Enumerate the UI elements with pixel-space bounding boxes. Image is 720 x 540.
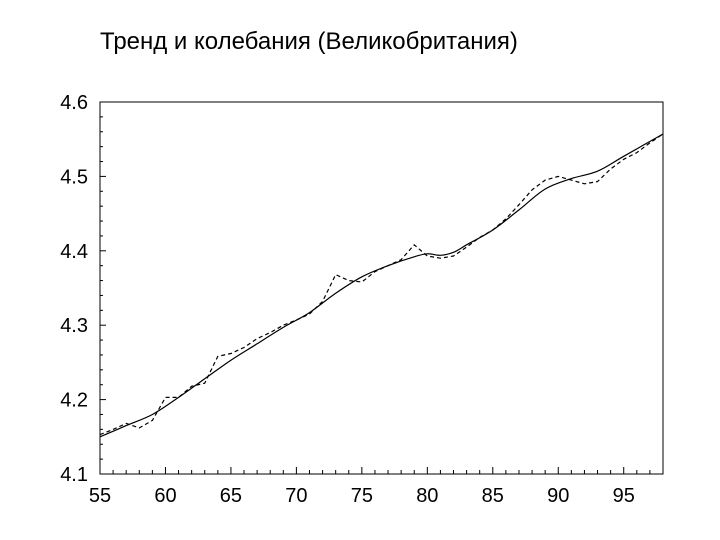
plot-frame: [99, 101, 664, 475]
y-tick-label: 4.3: [60, 315, 88, 337]
y-tick-label: 4.5: [60, 166, 88, 188]
x-tick-label: 65: [220, 485, 242, 507]
x-tick-label: 85: [482, 485, 504, 507]
series-layer: [99, 133, 664, 438]
x-axis: 55 60 65 70 75 80 85 90 95: [89, 467, 664, 507]
x-tick-label: 70: [285, 485, 307, 507]
solid-trend-line: [99, 133, 664, 438]
x-tick-label: 95: [613, 485, 635, 507]
x-tick-label: 75: [351, 485, 373, 507]
y-tick-label: 4.2: [60, 390, 88, 412]
x-tick-label: 90: [547, 485, 569, 507]
x-tick-label: 55: [89, 485, 111, 507]
y-tick-label: 4.1: [60, 464, 88, 486]
y-tick-label: 4.4: [60, 241, 88, 263]
chart-title: Тренд и колебания (Великобритания): [100, 28, 518, 55]
dashed-series-line: [99, 133, 664, 436]
x-tick-label: 80: [416, 485, 438, 507]
x-tick-label: 60: [154, 485, 176, 507]
y-axis: 4.1 4.2 4.3 4.4 4.5 4.6: [60, 92, 106, 486]
y-tick-label: 4.6: [60, 92, 88, 114]
